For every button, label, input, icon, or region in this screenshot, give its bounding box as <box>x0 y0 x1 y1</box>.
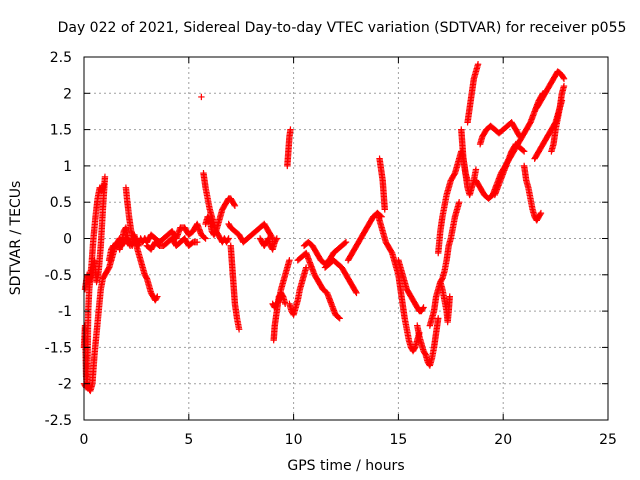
data-point <box>464 177 471 184</box>
data-point <box>455 199 463 206</box>
data-point <box>193 238 201 246</box>
y-tick-label: -2.5 <box>45 413 72 429</box>
data-point <box>127 228 135 235</box>
x-tick-label: 15 <box>389 432 407 448</box>
y-tick-label: 2 <box>63 86 72 102</box>
data-point <box>198 93 205 101</box>
data-point <box>153 294 160 301</box>
data-point <box>154 293 161 300</box>
data-point <box>341 239 349 247</box>
data-point <box>560 74 567 81</box>
data-point <box>130 233 137 241</box>
data-point <box>516 132 523 139</box>
data-point <box>560 82 568 90</box>
data-point <box>342 238 350 246</box>
data-point <box>129 232 137 239</box>
data-point <box>352 288 359 295</box>
data-point <box>286 257 293 264</box>
x-tick-label: 0 <box>80 432 89 448</box>
data-point <box>435 315 442 322</box>
data-point <box>100 180 108 188</box>
data-point <box>129 230 136 238</box>
data-point <box>126 242 134 249</box>
data-point <box>128 229 135 236</box>
data-point <box>231 201 238 208</box>
data-point <box>381 206 388 213</box>
gridlines <box>84 57 608 420</box>
data-point <box>519 147 527 154</box>
data-point <box>273 235 281 242</box>
x-axis: 0 5 10 15 20 25 <box>80 57 617 448</box>
y-tick-label: -1 <box>58 304 72 320</box>
x-tick-label: 25 <box>599 432 617 448</box>
data-point <box>202 235 209 242</box>
x-tick-label: 10 <box>285 432 303 448</box>
data-point <box>446 293 453 300</box>
data-point <box>336 315 343 322</box>
x-tick-label: 20 <box>494 432 512 448</box>
y-tick-label: 0 <box>63 232 72 248</box>
y-tick-label: 1 <box>63 159 72 175</box>
data-point <box>537 211 544 218</box>
data-point <box>225 235 232 242</box>
y-axis-label: SDTVAR / TECUs <box>8 181 24 296</box>
data-point <box>516 133 524 141</box>
data-point <box>205 215 213 223</box>
data-point <box>520 148 528 155</box>
y-tick-label: -0.5 <box>45 268 72 284</box>
y-tick-label: -2 <box>58 377 72 393</box>
y-tick-label: -1.5 <box>45 340 72 356</box>
data-point <box>474 61 482 68</box>
data-point <box>101 173 109 180</box>
data-point <box>302 264 310 271</box>
data-point <box>201 234 208 241</box>
chart-title: Day 022 of 2021, Sidereal Day-to-day VTE… <box>58 20 627 36</box>
data-point <box>224 236 232 243</box>
data-point <box>235 326 243 333</box>
y-tick-label: 1.5 <box>50 123 72 139</box>
y-axis: -2.5 -2 -1.5 -1 -0.5 0 0.5 1 1.5 2 2.5 <box>45 50 608 429</box>
data-point <box>335 314 342 321</box>
data-point <box>353 289 360 297</box>
data-point <box>287 126 294 133</box>
data-points <box>80 61 568 395</box>
data-point <box>231 202 239 210</box>
data-point <box>472 166 480 173</box>
data-point <box>420 304 427 311</box>
y-tick-label: 2.5 <box>50 50 72 66</box>
data-point <box>272 236 280 243</box>
data-point <box>560 75 568 82</box>
x-axis-label: GPS time / hours <box>287 458 404 474</box>
data-point <box>419 305 427 312</box>
x-tick-label: 5 <box>184 432 193 448</box>
data-point <box>126 241 133 248</box>
y-tick-label: 0.5 <box>50 195 72 211</box>
data-point <box>537 209 545 217</box>
